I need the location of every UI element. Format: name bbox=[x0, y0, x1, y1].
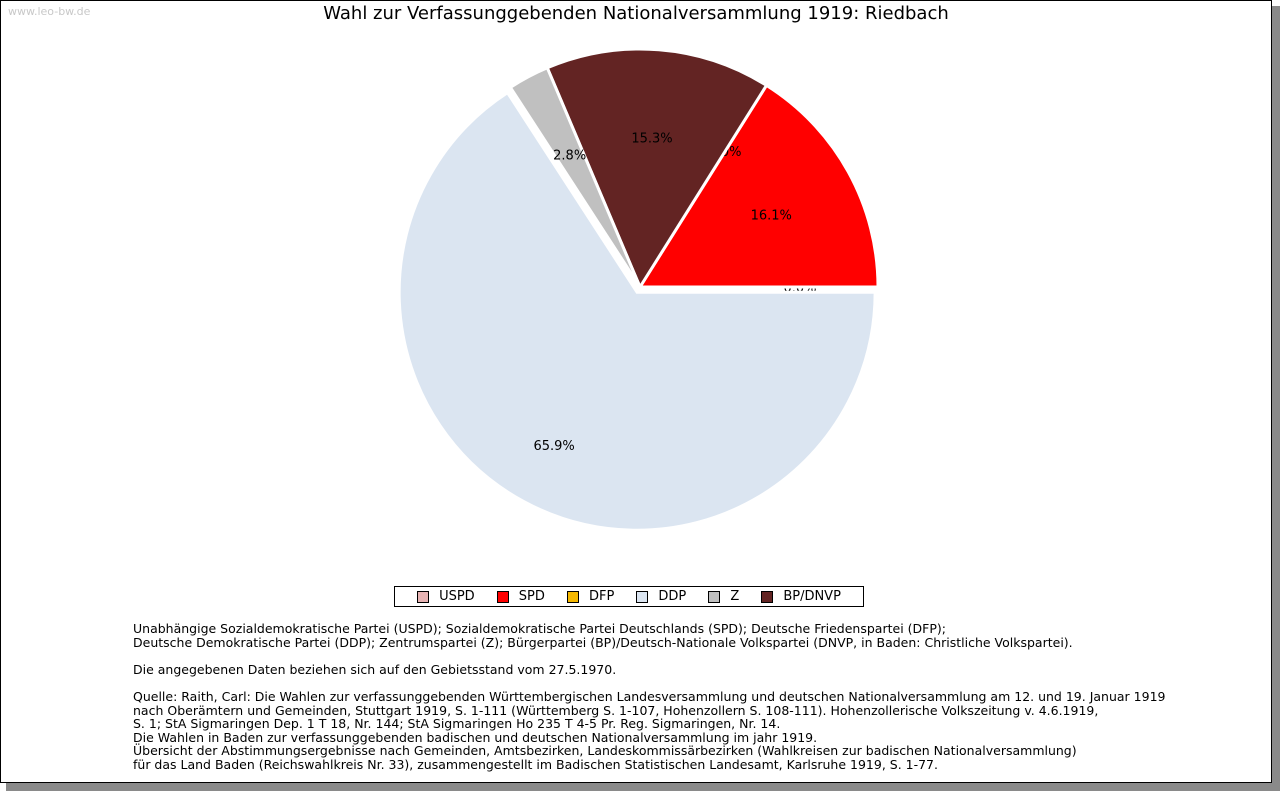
legend-item-ddp: DDP bbox=[636, 589, 686, 604]
notes-source-line-2: nach Oberämtern und Gemeinden, Stuttgart… bbox=[133, 702, 1099, 718]
chart-legend: USPD SPD DFP DDP Z BP/DNVP bbox=[394, 586, 864, 607]
legend-swatch-spd bbox=[496, 590, 509, 603]
slice-label-z: 2.8% bbox=[553, 149, 586, 164]
slice-label-ddp: 65.9% bbox=[533, 439, 574, 454]
pie-slice-z bbox=[508, 65, 642, 288]
chart-title: Wahl zur Verfassunggebenden Nationalvers… bbox=[323, 3, 949, 24]
slice-label-spd: 16.1% bbox=[751, 208, 792, 223]
notes-source-line-3: S. 1; StA Sigmaringen Dep. 1 T 18, Nr. 1… bbox=[133, 716, 781, 732]
slice-label-bp-dnvp: 15.3% bbox=[631, 131, 672, 146]
legend-swatch-z bbox=[708, 590, 721, 603]
pie-slice-spd bbox=[637, 83, 880, 289]
notes-source-line-1: Quelle: Raith, Carl: Die Wahlen zur verf… bbox=[133, 688, 1166, 704]
legend-item-z: Z bbox=[708, 589, 739, 604]
frame-shadow-bottom bbox=[6, 783, 1280, 791]
legend-label-z: Z bbox=[730, 589, 740, 604]
legend-swatch-uspd bbox=[417, 590, 430, 603]
chart-notes: Unabhängige Sozialdemokratische Partei (… bbox=[133, 622, 1233, 772]
notes-parties-line-2: Deutsche Demokratische Partei (DDP); Zen… bbox=[133, 634, 1073, 650]
legend-item-dfp: DFP bbox=[566, 589, 615, 604]
legend-swatch-ddp bbox=[636, 590, 649, 603]
notes-territory: Die angegebenen Daten beziehen sich auf … bbox=[133, 661, 617, 677]
legend-swatch-dfp bbox=[566, 590, 579, 603]
pie-slice-bp-dnvp bbox=[545, 47, 769, 291]
legend-item-uspd: USPD bbox=[417, 589, 475, 604]
notes-source-line-5: Übersicht der Abstimmungsergebnisse nach… bbox=[133, 743, 1077, 759]
legend-label-ddp: DDP bbox=[658, 589, 687, 604]
notes-source-line-6: für das Land Baden (Reichswahlkreis Nr. … bbox=[133, 756, 938, 772]
frame-shadow-right bbox=[1272, 6, 1280, 791]
pie-slice-ddp bbox=[397, 90, 877, 532]
legend-item-spd: SPD bbox=[496, 589, 545, 604]
pie-chart: 0.0%16.1%0.0%15.3%2.8%65.9% bbox=[397, 47, 880, 532]
legend-item-bp-dnvp: BP/DNVP bbox=[761, 589, 841, 604]
legend-label-uspd: USPD bbox=[439, 589, 475, 604]
notes-source-line-4: Die Wahlen in Baden zur verfassunggebend… bbox=[133, 729, 818, 745]
watermark: www.leo-bw.de bbox=[8, 5, 91, 18]
notes-parties-line-1: Unabhängige Sozialdemokratische Partei (… bbox=[133, 621, 946, 636]
legend-swatch-bp-dnvp bbox=[761, 590, 774, 603]
legend-label-spd: SPD bbox=[518, 589, 545, 604]
legend-label-bp-dnvp: BP/DNVP bbox=[783, 589, 841, 604]
legend-label-dfp: DFP bbox=[588, 589, 615, 604]
